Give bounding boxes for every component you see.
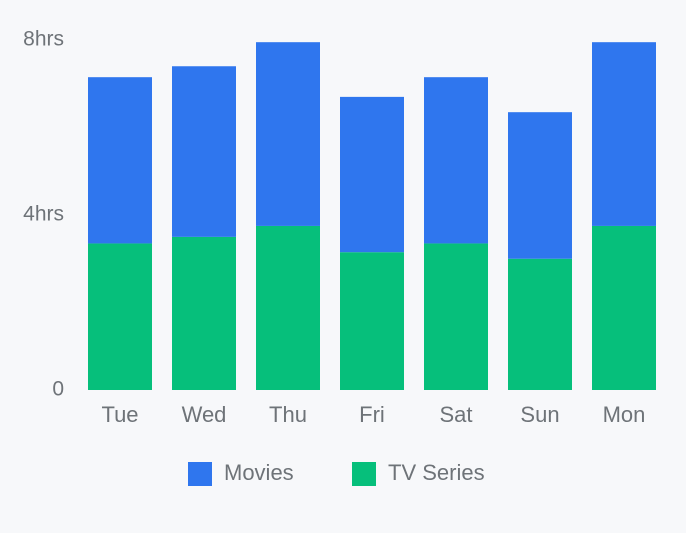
- bar-tv-series-tue[interactable]: [88, 243, 152, 390]
- bar-movies-mon[interactable]: [592, 42, 656, 226]
- y-tick-label: 8hrs: [23, 28, 64, 51]
- x-tick-label: Fri: [359, 402, 385, 427]
- bar-movies-wed[interactable]: [172, 66, 236, 237]
- y-axis: 0 4hrs 8hrs: [23, 28, 64, 401]
- bar-tv-series-wed[interactable]: [172, 236, 236, 390]
- y-tick-label: 0: [52, 378, 64, 401]
- legend-label-tv-series[interactable]: TV Series: [388, 460, 485, 485]
- bar-movies-tue[interactable]: [88, 77, 152, 244]
- bar-movies-sat[interactable]: [424, 77, 488, 244]
- legend-swatch-tv-series[interactable]: [352, 462, 376, 486]
- bar-tv-series-sun[interactable]: [508, 258, 572, 390]
- x-tick-label: Tue: [101, 402, 138, 427]
- bar-tv-series-sat[interactable]: [424, 243, 488, 390]
- bar-movies-fri[interactable]: [340, 96, 404, 253]
- legend-label-movies[interactable]: Movies: [224, 460, 294, 485]
- x-tick-label: Thu: [269, 402, 307, 427]
- bars-group: [88, 42, 656, 390]
- legend: Movies TV Series: [188, 460, 485, 486]
- bar-movies-sun[interactable]: [508, 112, 572, 259]
- x-axis: Tue Wed Thu Fri Sat Sun Mon: [101, 402, 645, 427]
- legend-swatch-movies[interactable]: [188, 462, 212, 486]
- x-tick-label: Sat: [439, 402, 472, 427]
- bar-movies-thu[interactable]: [256, 42, 320, 226]
- y-tick-label: 4hrs: [23, 203, 64, 226]
- x-tick-label: Sun: [520, 402, 559, 427]
- bar-tv-series-fri[interactable]: [340, 252, 404, 390]
- x-tick-label: Wed: [182, 402, 227, 427]
- bar-tv-series-mon[interactable]: [592, 225, 656, 390]
- x-tick-label: Mon: [603, 402, 646, 427]
- bar-tv-series-thu[interactable]: [256, 225, 320, 390]
